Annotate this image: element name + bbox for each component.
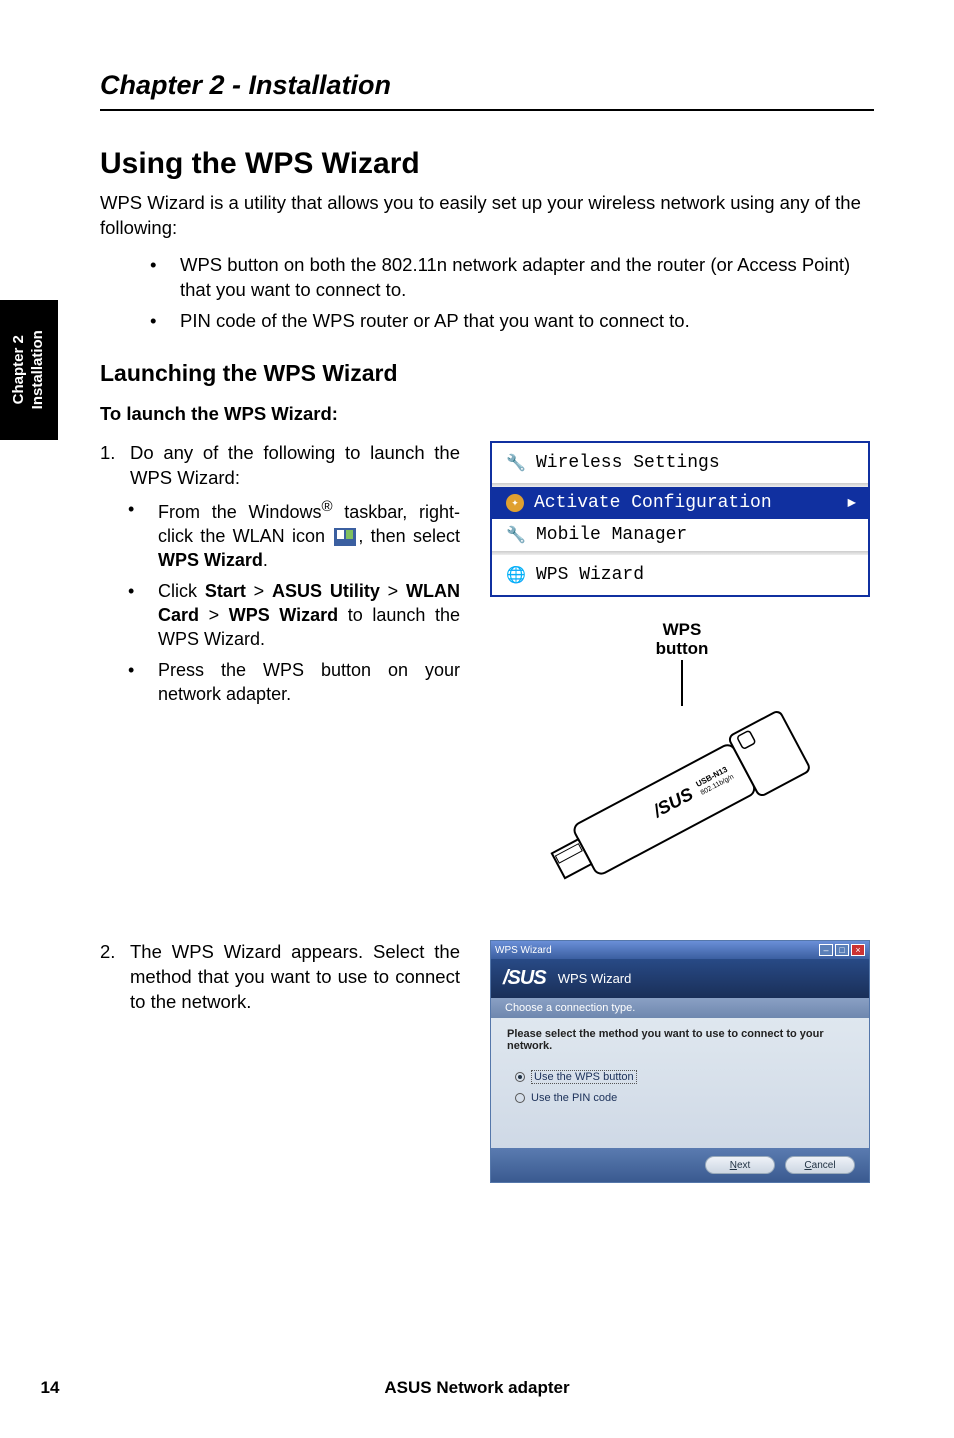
bullet-dot: • — [128, 497, 158, 573]
bullet-dot: • — [128, 658, 158, 707]
radio-use-pin-code[interactable]: Use the PIN code — [515, 1092, 853, 1104]
page-title: Using the WPS Wizard — [100, 147, 874, 181]
subsection-heading: To launch the WPS Wizard: — [100, 403, 874, 425]
cancel-label: ancel — [812, 1160, 836, 1171]
window-controls: – □ × — [819, 944, 865, 956]
menu-label: Activate Configuration — [534, 493, 772, 513]
gear-icon: ✦ — [506, 494, 524, 512]
heading-rule — [100, 109, 874, 111]
t-bold: Start — [205, 581, 246, 601]
step-number: 2. — [100, 940, 130, 1015]
t: > — [246, 581, 272, 601]
side-tab-line2: Installation — [29, 330, 46, 409]
chapter-heading: Chapter 2 - Installation — [100, 70, 874, 101]
menu-item-wireless-settings[interactable]: 🔧 Wireless Settings — [492, 443, 868, 483]
wizard-strip: Choose a connection type. — [491, 998, 869, 1018]
page-number: 14 — [0, 1378, 100, 1398]
next-button[interactable]: Next — [705, 1156, 775, 1174]
menu-label: Mobile Manager — [536, 525, 687, 545]
intro-text: WPS Wizard is a utility that allows you … — [100, 191, 874, 241]
radio-use-wps-button[interactable]: Use the WPS button — [515, 1070, 853, 1084]
wizard-titlebar: WPS Wizard – □ × — [491, 941, 869, 959]
brand-sub: WPS Wizard — [558, 971, 632, 986]
intro-bullets: • WPS button on both the 802.11n network… — [150, 253, 874, 334]
minimize-icon[interactable]: – — [819, 944, 833, 956]
step-text: Do any of the following to launch the WP… — [130, 441, 460, 491]
step2-row: 2. The WPS Wizard appears. Select the me… — [100, 940, 874, 1183]
wlan-tray-icon — [334, 528, 356, 546]
sub-bullet: • Press the WPS button on your network a… — [128, 658, 460, 707]
t: > — [199, 605, 229, 625]
wizard-instruction: Please select the method you want to use… — [507, 1028, 853, 1052]
globe-icon: 🌐 — [506, 565, 526, 585]
t-bold: ASUS Utility — [272, 581, 380, 601]
radio-label: Use the PIN code — [531, 1092, 617, 1104]
side-tab-line1: Chapter 2 — [10, 335, 27, 404]
bullet-text: Press the WPS button on your network ada… — [158, 658, 460, 707]
radio-icon — [515, 1072, 525, 1082]
bullet-text: PIN code of the WPS router or AP that yo… — [180, 309, 874, 334]
wizard-body: Please select the method you want to use… — [491, 1018, 869, 1148]
wrench-icon: 🔧 — [506, 525, 526, 545]
step2-right: WPS Wizard – □ × /SUS WPS Wizard Choose … — [490, 940, 874, 1183]
intro-bullet: • PIN code of the WPS router or AP that … — [150, 309, 874, 334]
wrench-icon: 🔧 — [506, 453, 526, 473]
t-bold: WPS Wizard — [229, 605, 338, 625]
bullet-dot: • — [150, 253, 180, 303]
sub-bullet: • Click Start > ASUS Utility > WLAN Card… — [128, 579, 460, 652]
bullet-text: From the Windows® taskbar, right-click t… — [158, 497, 460, 573]
side-tab-text: Chapter 2 Installation — [10, 330, 48, 409]
step1: 1. Do any of the following to launch the… — [100, 441, 460, 491]
bullet-dot: • — [150, 309, 180, 334]
t: . — [263, 550, 268, 570]
menu-item-mobile-manager[interactable]: 🔧 Mobile Manager — [492, 519, 868, 551]
menu-item-activate-config[interactable]: ✦ Activate Configuration ▶ — [492, 487, 868, 519]
menu-label: WPS Wizard — [536, 565, 644, 585]
bullet-text: Click Start > ASUS Utility > WLAN Card >… — [158, 579, 460, 652]
t-bold: WPS Wizard — [158, 550, 263, 570]
wizard-brand-bar: /SUS WPS Wizard — [491, 959, 869, 998]
chevron-right-icon: ▶ — [848, 494, 856, 511]
maximize-icon[interactable]: □ — [835, 944, 849, 956]
wizard-footer: Next Cancel — [491, 1148, 869, 1182]
menu-item-wps-wizard[interactable]: 🌐 WPS Wizard — [492, 555, 868, 595]
step1-subbullets: • From the Windows® taskbar, right-click… — [128, 497, 460, 706]
close-icon[interactable]: × — [851, 944, 865, 956]
adapter-diagram: WPSbutton /SUS US — [490, 621, 874, 900]
section-heading: Launching the WPS Wizard — [100, 360, 874, 387]
context-menu: 🔧 Wireless Settings ✦ Activate Configura… — [490, 441, 870, 597]
cancel-button[interactable]: Cancel — [785, 1156, 855, 1174]
wps-wizard-window: WPS Wizard – □ × /SUS WPS Wizard Choose … — [490, 940, 870, 1183]
step2: 2. The WPS Wizard appears. Select the me… — [100, 940, 460, 1015]
radio-icon — [515, 1093, 525, 1103]
step1-row: 1. Do any of the following to launch the… — [100, 441, 874, 900]
titlebar-text: WPS Wizard — [495, 945, 552, 956]
t: Click — [158, 581, 205, 601]
brand-logo: /SUS — [503, 967, 546, 990]
radio-label: Use the WPS button — [531, 1070, 637, 1084]
sub-bullet: • From the Windows® taskbar, right-click… — [128, 497, 460, 573]
wps-button-label: WPSbutton — [490, 621, 874, 658]
side-tab: Chapter 2 Installation — [0, 300, 58, 440]
step2-left: 2. The WPS Wizard appears. Select the me… — [100, 940, 460, 1183]
t: > — [380, 581, 406, 601]
menu-label: Wireless Settings — [536, 453, 720, 473]
step-number: 1. — [100, 441, 130, 491]
step1-right: 🔧 Wireless Settings ✦ Activate Configura… — [490, 441, 874, 900]
footer-title: ASUS Network adapter — [100, 1378, 854, 1398]
bullet-text: WPS button on both the 802.11n network a… — [180, 253, 874, 303]
intro-bullet: • WPS button on both the 802.11n network… — [150, 253, 874, 303]
step1-left: 1. Do any of the following to launch the… — [100, 441, 460, 900]
page-footer: 14 ASUS Network adapter — [0, 1378, 954, 1398]
bullet-dot: • — [128, 579, 158, 652]
t: From the Windows — [158, 502, 321, 522]
usb-adapter-icon: /SUS USB-N13 802.11b/g/n — [532, 700, 832, 900]
step-text: The WPS Wizard appears. Select the metho… — [130, 940, 460, 1015]
next-label: ext — [737, 1160, 750, 1171]
t: , then select — [358, 526, 460, 546]
page: Chapter 2 Installation Chapter 2 - Insta… — [0, 0, 954, 1438]
sup: ® — [321, 498, 332, 515]
